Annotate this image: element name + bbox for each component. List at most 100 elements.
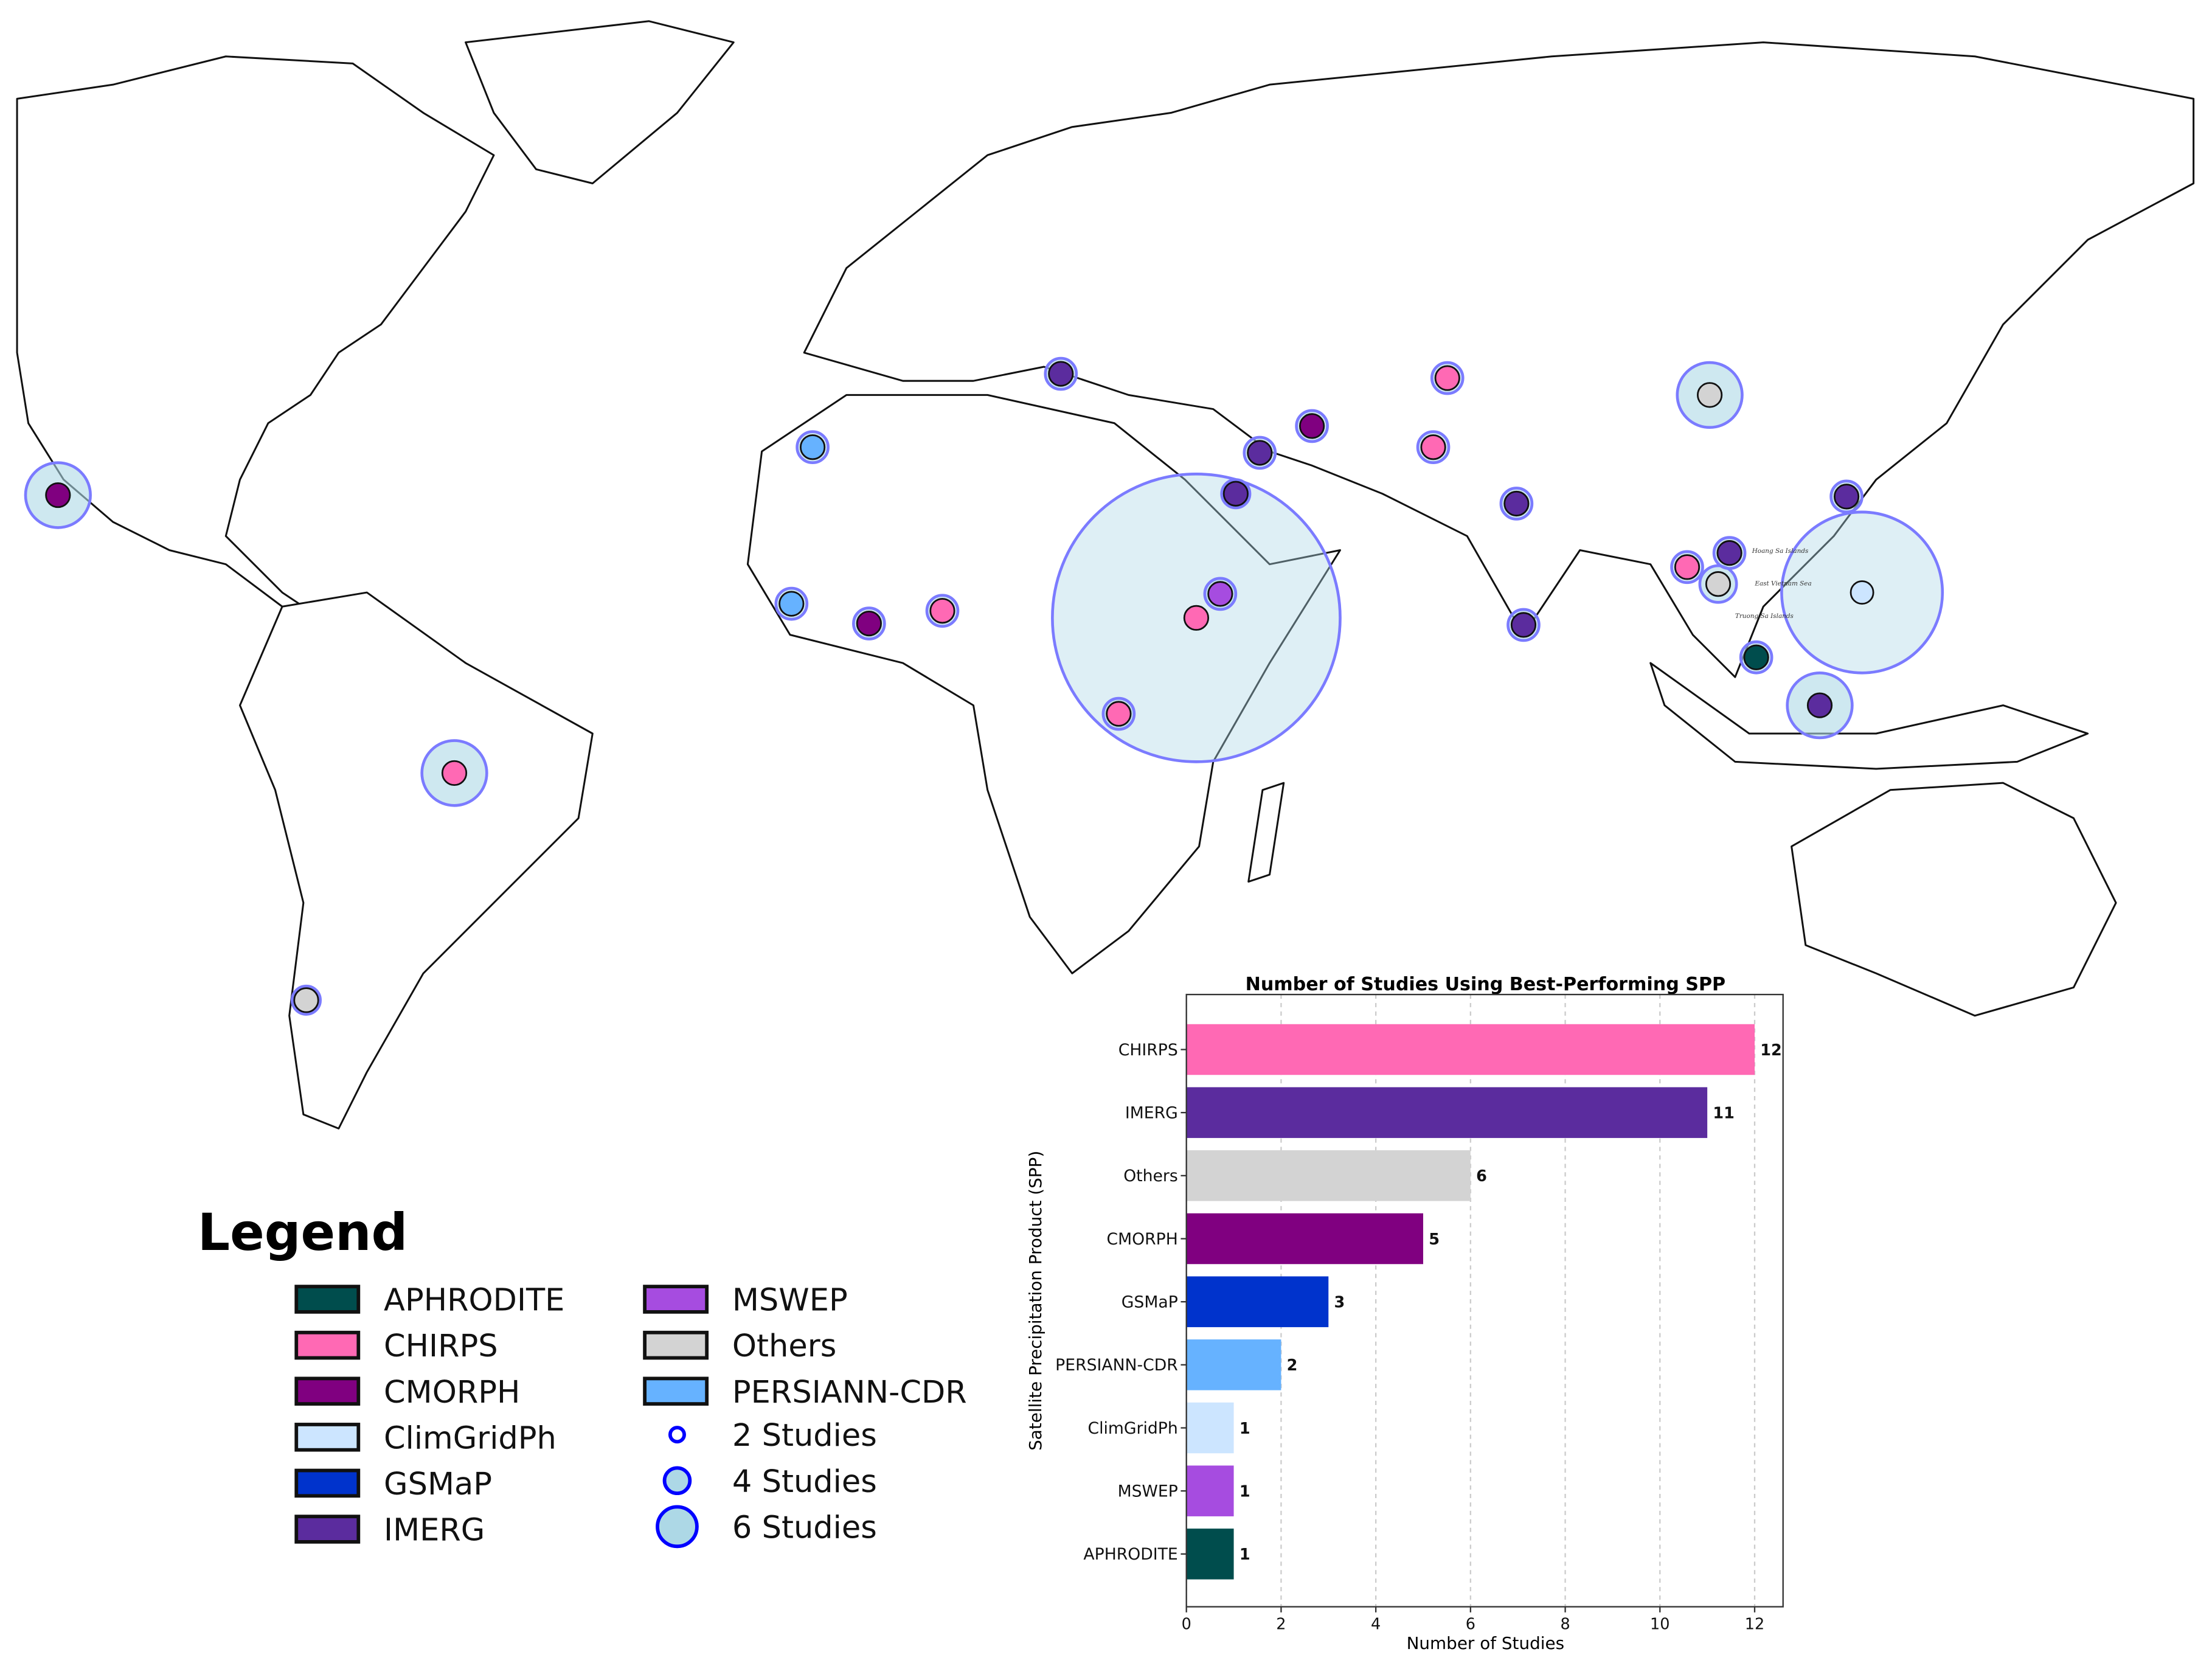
legend-swatch — [294, 1285, 361, 1314]
africa — [746, 394, 1341, 974]
marker-imerg[interactable] — [1503, 490, 1530, 517]
category-label: GSMaP — [1122, 1293, 1178, 1311]
north-america — [16, 55, 495, 622]
legend-size-circle — [656, 1505, 699, 1549]
x-tick-label: 6 — [1466, 1616, 1475, 1634]
y-axis-label: Satellite Precipitation Product (SPP) — [1025, 1151, 1045, 1451]
legend-label: CHIRPS — [384, 1328, 498, 1364]
category-label: CMORPH — [1107, 1230, 1178, 1249]
legend-label: IMERG — [384, 1513, 485, 1549]
marker-chirps[interactable] — [929, 598, 955, 624]
legend-size-circle — [662, 1466, 692, 1496]
legend-label: APHRODITE — [384, 1283, 564, 1319]
legend-swatch — [294, 1515, 361, 1544]
legend-swatch — [643, 1376, 709, 1406]
bar-value-label: 1 — [1239, 1482, 1250, 1501]
bar-value-label: 3 — [1334, 1293, 1345, 1311]
marker-imerg[interactable] — [1048, 361, 1074, 387]
bar-chart: Number of Studies Using Best-Performing … — [1025, 974, 1784, 1653]
legend: Legend APHRODITE CHIRPS CMORPH ClimGridPh GS… — [198, 1203, 967, 1549]
marker-others[interactable] — [293, 987, 319, 1013]
bar-persiann-cdr — [1186, 1339, 1281, 1390]
marker-imerg[interactable] — [1806, 692, 1833, 718]
legend-size-circle — [668, 1426, 686, 1444]
marker-imerg[interactable] — [1247, 440, 1273, 466]
legend-size-label: 2 Studies — [732, 1418, 877, 1454]
bar-value-label: 1 — [1239, 1420, 1250, 1438]
marker-chirps[interactable] — [1183, 605, 1210, 631]
x-axis-label: Number of Studies — [1407, 1633, 1565, 1653]
marker-others[interactable] — [1705, 571, 1732, 597]
marker-others[interactable] — [1697, 382, 1723, 408]
bar-imerg — [1186, 1087, 1708, 1138]
east-vietnam-sea-label: East Vietnam Sea — [1754, 580, 1811, 587]
marker-imerg[interactable] — [1510, 612, 1537, 638]
category-label: CHIRPS — [1118, 1041, 1178, 1060]
marker-imerg[interactable] — [1833, 484, 1860, 510]
category-label: IMERG — [1125, 1103, 1178, 1122]
bar-others — [1186, 1150, 1471, 1201]
x-tick-label: 2 — [1276, 1616, 1286, 1634]
legend-size-label: 4 Studies — [732, 1464, 877, 1500]
x-tick-label: 8 — [1560, 1616, 1570, 1634]
bar-aphrodite — [1186, 1529, 1234, 1580]
legend-swatch — [294, 1330, 361, 1360]
category-label: Others — [1123, 1167, 1178, 1185]
category-label: MSWEP — [1118, 1482, 1178, 1501]
legend-size-label: 6 Studies — [732, 1510, 877, 1546]
marker-cmorph[interactable] — [856, 610, 882, 637]
marker-imerg[interactable] — [1222, 481, 1249, 507]
marker-cmorph[interactable] — [1299, 413, 1325, 439]
legend-swatch — [294, 1468, 361, 1498]
marker-aphrodite[interactable] — [1743, 644, 1769, 670]
bar-value-label: 11 — [1713, 1104, 1735, 1122]
marker-chirps[interactable] — [441, 760, 468, 786]
south-china-sea-labels: Hoang Sa Islands East Vietnam Sea Truong… — [1735, 547, 1812, 620]
bar-value-label: 2 — [1287, 1356, 1298, 1375]
hoang-sa-label: Hoang Sa Islands — [1752, 547, 1809, 555]
madagascar — [1247, 782, 1285, 883]
category-label: ClimGridPh — [1087, 1419, 1177, 1438]
legend-label: Others — [732, 1328, 836, 1364]
marker-persiann-cdr[interactable] — [799, 434, 826, 460]
greenland — [465, 20, 735, 185]
x-tick-label: 10 — [1650, 1616, 1669, 1634]
legend-swatch — [643, 1285, 709, 1314]
marker-chirps[interactable] — [1674, 554, 1701, 580]
bar-value-label: 1 — [1239, 1546, 1250, 1564]
marker-mswep[interactable] — [1207, 581, 1233, 607]
legend-label: PERSIANN-CDR — [732, 1375, 967, 1411]
chart-title: Number of Studies Using Best-Performing … — [1246, 974, 1726, 995]
legend-swatch — [294, 1376, 361, 1406]
bar-value-label: 5 — [1429, 1230, 1440, 1249]
marker-persiann-cdr[interactable] — [778, 591, 805, 617]
marker-chirps[interactable] — [1434, 365, 1460, 391]
marker-chirps[interactable] — [1420, 434, 1446, 460]
legend-swatch — [294, 1423, 361, 1452]
bar-value-label: 12 — [1760, 1041, 1782, 1060]
x-tick-label: 4 — [1371, 1616, 1381, 1634]
x-tick-label: 0 — [1182, 1616, 1191, 1634]
bar-mswep — [1186, 1465, 1234, 1516]
marker-chirps[interactable] — [1106, 701, 1132, 727]
marker-cmorph[interactable] — [45, 482, 71, 508]
world-map — [16, 20, 2195, 1130]
bar-value-label: 6 — [1476, 1167, 1487, 1185]
bar-chirps — [1186, 1024, 1755, 1075]
legend-label: CMORPH — [384, 1375, 520, 1411]
australia — [1791, 782, 2117, 1017]
legend-label: GSMaP — [384, 1466, 492, 1502]
south-america — [238, 591, 594, 1130]
legend-title: Legend — [198, 1203, 407, 1262]
indonesia — [1649, 662, 2089, 770]
legend-swatch — [643, 1330, 709, 1360]
legend-label: ClimGridPh — [384, 1420, 556, 1456]
category-label: APHRODITE — [1083, 1545, 1177, 1564]
chart-frame — [1185, 993, 1784, 1608]
legend-label: MSWEP — [732, 1283, 848, 1319]
marker-imerg[interactable] — [1716, 540, 1742, 566]
marker-climgridph[interactable] — [1850, 580, 1874, 605]
category-label: PERSIANN-CDR — [1055, 1356, 1178, 1375]
bar-climgridph — [1186, 1402, 1234, 1454]
